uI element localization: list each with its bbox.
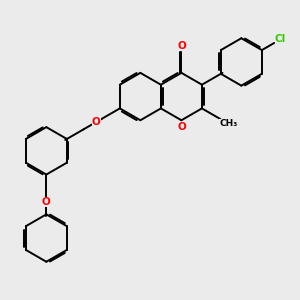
Text: Cl: Cl bbox=[275, 34, 286, 44]
Text: O: O bbox=[177, 41, 186, 51]
Text: CH₃: CH₃ bbox=[219, 119, 238, 128]
Text: O: O bbox=[92, 117, 101, 127]
Text: O: O bbox=[177, 122, 186, 133]
Text: O: O bbox=[42, 196, 51, 207]
